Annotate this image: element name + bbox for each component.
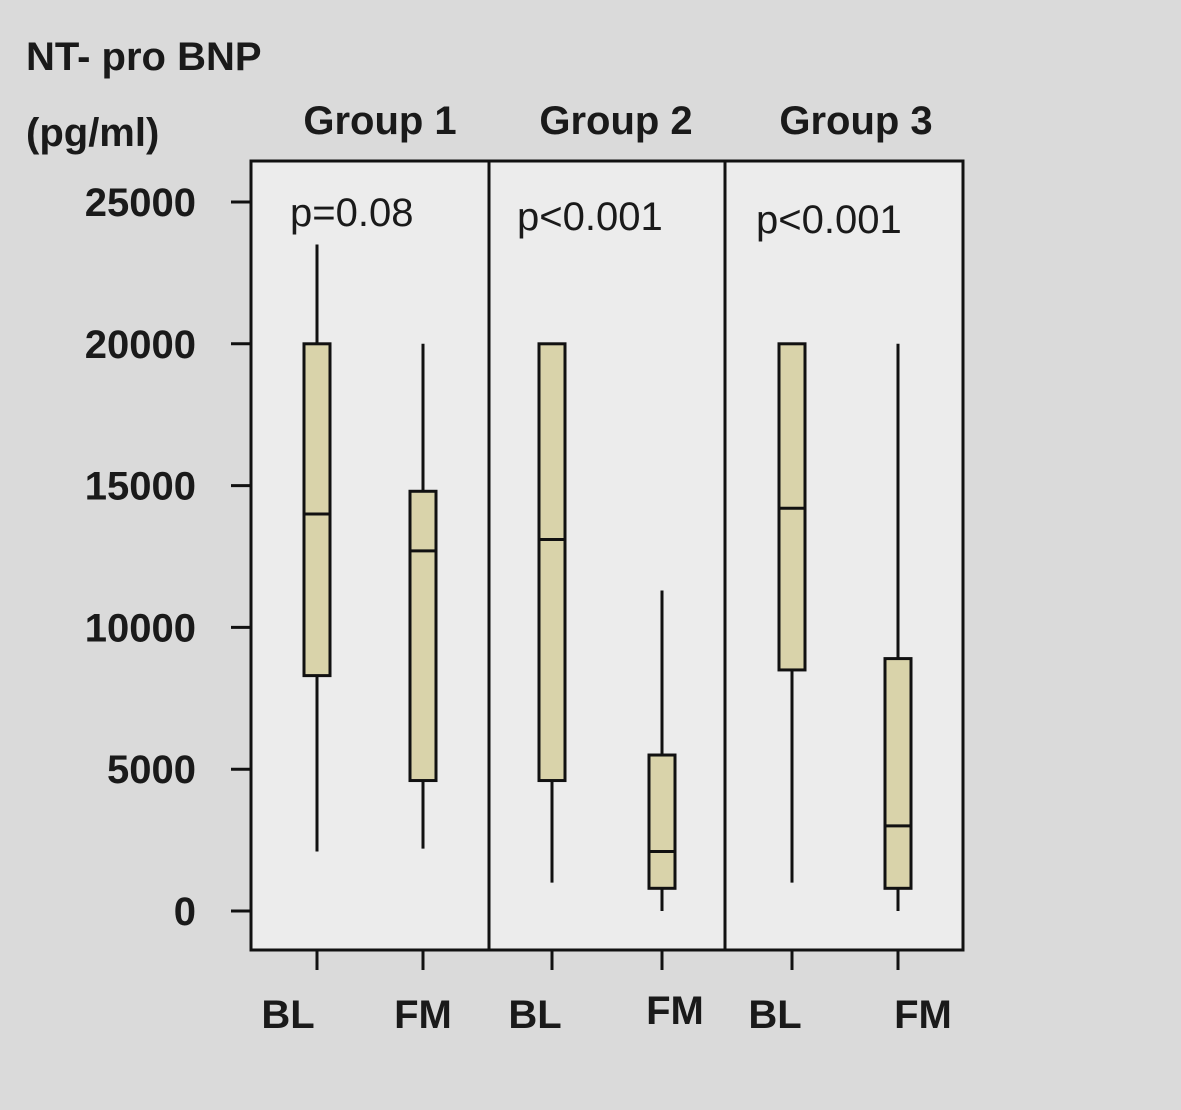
x-label-group-2-fm: FM (646, 989, 704, 1033)
y-tick-label-20000: 20000 (85, 323, 196, 367)
group-2-p-value: p<0.001 (517, 195, 663, 239)
group-1-title: Group 1 (303, 99, 456, 143)
group-3-panel (725, 161, 963, 950)
x-label-group-1-bl: BL (261, 993, 314, 1037)
group-2-title: Group 2 (539, 99, 692, 143)
y-tick-marks (231, 200, 251, 913)
box-group-1-fm (408, 489, 438, 783)
y-tick-label-15000: 15000 (85, 465, 196, 509)
box-group-1-bl (302, 342, 332, 678)
x-label-group-1-fm: FM (394, 993, 452, 1037)
plot-frame (249, 159, 965, 952)
y-tick-label-0: 0 (174, 890, 196, 934)
group-1-p-value: p=0.08 (290, 191, 413, 235)
y-axis-title-line-2: (pg/ml) (26, 111, 159, 155)
group-3-p-value: p<0.001 (756, 198, 902, 242)
x-label-group-3-fm: FM (894, 993, 952, 1037)
box-group-3-fm (883, 657, 913, 890)
x-label-group-3-bl: BL (748, 993, 801, 1037)
box-layer (302, 244, 913, 970)
box-group-2-fm (647, 753, 677, 890)
group-3-title: Group 3 (779, 99, 932, 143)
group-1-panel (251, 161, 489, 950)
y-tick-label-25000: 25000 (85, 181, 196, 225)
y-axis-title-line-1: NT- pro BNP (26, 35, 262, 79)
x-label-group-2-bl: BL (508, 993, 561, 1037)
y-tick-label-5000: 5000 (107, 748, 196, 792)
box-group-2-bl (537, 342, 567, 783)
group-2-panel (489, 161, 725, 950)
y-tick-label-10000: 10000 (85, 606, 196, 650)
